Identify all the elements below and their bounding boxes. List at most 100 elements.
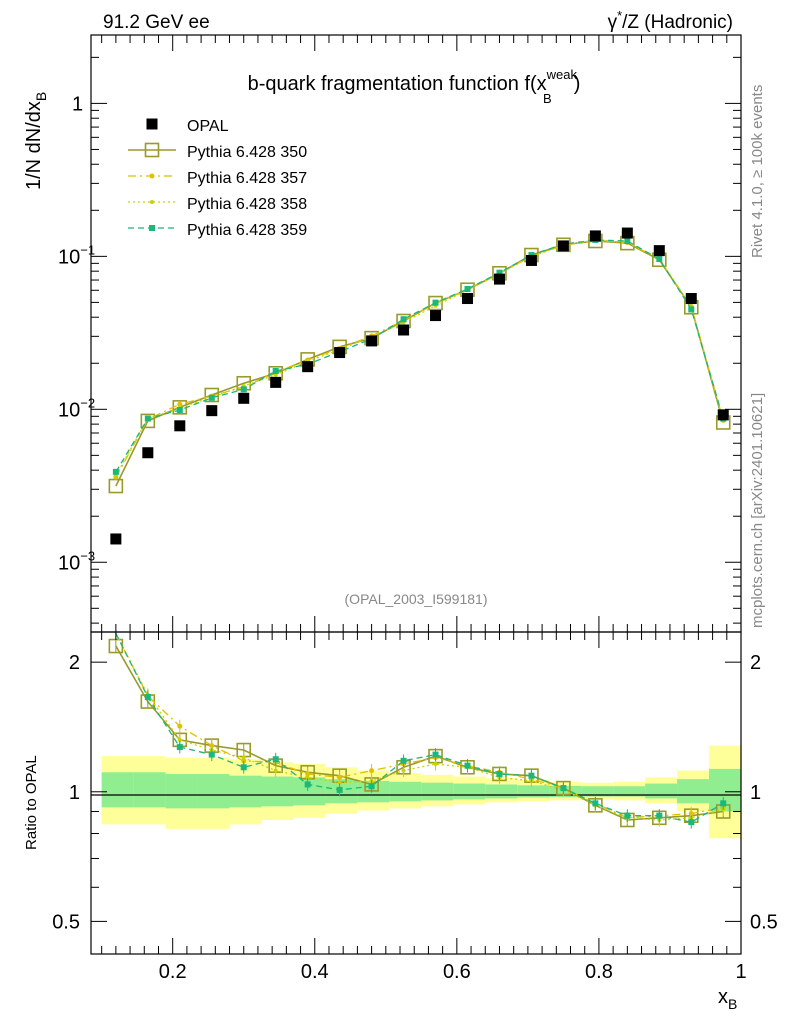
ratio-point <box>400 757 407 764</box>
svg-text:Pythia 6.428 358: Pythia 6.428 358 <box>187 196 307 213</box>
data-point <box>140 413 156 429</box>
ratio-point <box>560 785 567 792</box>
band-inner <box>101 772 134 808</box>
data-point <box>272 368 279 375</box>
ratio-y-tick-label-left: 0.5 <box>52 911 80 933</box>
series-line <box>115 239 724 478</box>
band-inner <box>261 776 294 807</box>
series-line <box>115 239 724 476</box>
legend-marker <box>146 118 158 130</box>
ratio-point <box>177 737 182 742</box>
ratio-point <box>688 819 695 826</box>
main-y-tick-label: 10−3 <box>58 548 95 574</box>
mcplots-label: mcplots.cern.ch [arXiv:2401.10621] <box>749 393 766 628</box>
ratio-point <box>369 768 375 774</box>
x-axis-label: xB <box>718 986 737 1012</box>
legend: OPAL Pythia 6.428 350 Pythia 6.428 357 P… <box>128 118 307 239</box>
data-point <box>208 394 215 401</box>
data-point <box>688 306 695 313</box>
ratio-line <box>115 645 724 821</box>
legend-marker <box>149 225 155 231</box>
ratio-point <box>305 775 310 780</box>
data-point <box>557 240 569 252</box>
main-y-tick-label: 10−1 <box>58 242 95 268</box>
band-inner <box>453 783 486 800</box>
ratio-point <box>177 723 183 729</box>
series-pythia-6-428-359 <box>112 236 727 475</box>
legend-item-pythia-358: Pythia 6.428 358 <box>128 196 307 213</box>
ratio-point <box>624 812 631 819</box>
data-point <box>398 324 410 336</box>
series-pythia-6-428-358 <box>113 238 726 478</box>
ratio-point <box>720 800 727 807</box>
band-inner <box>485 784 518 799</box>
svg-text:Pythia 6.428 359: Pythia 6.428 359 <box>187 222 307 239</box>
series-pythia-6-428-357 <box>113 237 726 480</box>
ratio-point <box>496 770 503 777</box>
main-y-label: 1/N dN/dxB <box>23 92 49 190</box>
energy-label: 91.2 GeV ee <box>103 12 210 33</box>
data-point <box>238 392 250 404</box>
data-point <box>462 293 474 305</box>
main-series <box>108 227 731 545</box>
ratio-y-tick-label-right: 0.5 <box>750 911 778 933</box>
band-inner <box>197 773 230 809</box>
ratio-point <box>432 751 439 758</box>
ratio-point <box>528 772 535 779</box>
band-inner <box>549 785 582 798</box>
legend-item-opal: OPAL <box>146 118 229 135</box>
ratio-point <box>433 762 438 767</box>
x-axis: 0.2 0.4 0.6 0.8 1 <box>101 632 747 983</box>
data-point <box>144 415 151 422</box>
legend-item-pythia-357: Pythia 6.428 357 <box>128 170 307 187</box>
ratio-point <box>368 783 375 790</box>
ratio-point <box>144 694 151 701</box>
band-inner <box>645 783 678 799</box>
ratio-y-label: Ratio to OPAL <box>23 755 40 850</box>
x-tick-label: 0.8 <box>585 961 613 983</box>
legend-marker <box>149 173 155 179</box>
data-point <box>496 269 503 276</box>
ratio-point <box>176 744 183 751</box>
x-tick-label: 0.2 <box>159 961 187 983</box>
ratio-panel: 0.5 0.5 1 1 2 2 0.2 0.4 0.6 0.8 1 Ratio to OPAL x… <box>23 631 778 1012</box>
chart-title: b-quark fragmentation function f(xweak B) <box>248 67 581 106</box>
data-point <box>656 256 663 263</box>
main-y-axis: 10−3 10−2 10−1 1 <box>58 56 741 624</box>
band-inner <box>389 781 422 802</box>
main-panel: 10−3 10−2 10−1 1 b-quark fragmentation func… <box>23 34 742 633</box>
ratio-y-tick-label-left: 2 <box>69 652 80 674</box>
data-point <box>302 361 314 373</box>
legend-marker <box>144 142 160 158</box>
analysis-id: (OPAL_2003_I599181) <box>345 591 488 607</box>
process-label: γ*/Z (Hadronic) <box>608 8 733 33</box>
svg-text:Pythia 6.428 350: Pythia 6.428 350 <box>187 144 307 161</box>
data-point <box>112 468 119 475</box>
ratio-line <box>115 633 724 823</box>
ratio-frame <box>90 631 742 955</box>
main-x-ticks <box>101 35 742 632</box>
ratio-point <box>304 781 311 788</box>
x-tick-label: 1 <box>735 961 746 983</box>
ratio-point <box>272 756 279 763</box>
data-point <box>240 386 247 393</box>
data-point <box>464 285 471 292</box>
data-point <box>493 273 505 285</box>
rivet-label: Rivet 4.1.0, ≥ 100k events <box>749 85 766 258</box>
ratio-point <box>273 768 278 773</box>
data-point <box>142 447 154 459</box>
band-inner <box>613 786 646 797</box>
ratio-point <box>208 751 215 758</box>
data-point <box>366 335 378 347</box>
data-point <box>653 245 665 257</box>
ratio-y-tick-label-right: 1 <box>750 782 761 804</box>
data-point <box>176 406 183 413</box>
data-point <box>204 387 220 403</box>
ratio-point <box>401 768 406 773</box>
data-point <box>717 409 729 421</box>
data-point <box>430 310 442 322</box>
svg-text:Pythia 6.428 357: Pythia 6.428 357 <box>187 170 307 187</box>
series-line <box>115 239 724 473</box>
ratio-point <box>241 755 246 760</box>
